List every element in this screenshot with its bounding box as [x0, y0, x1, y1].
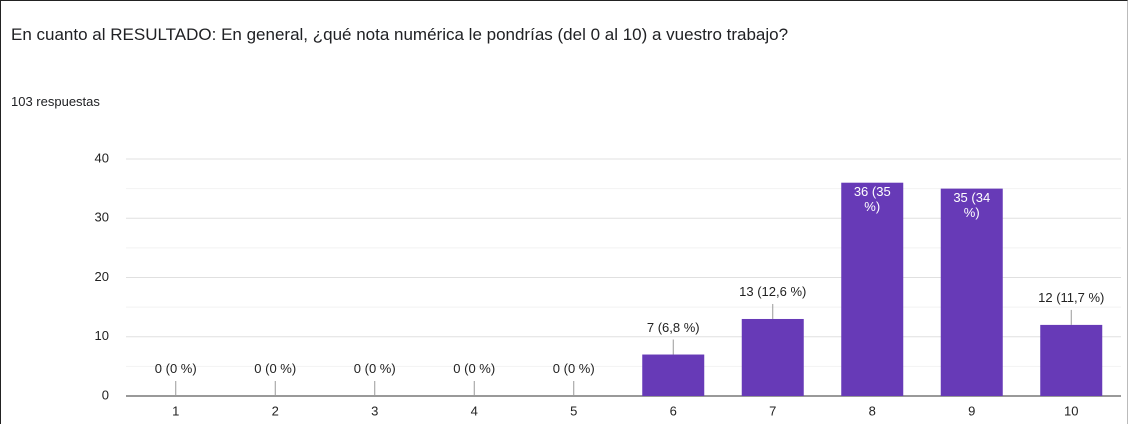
bar: [940, 188, 1003, 396]
data-label: 35 (34 %): [953, 189, 991, 220]
x-tick-label: 4: [471, 403, 478, 418]
x-tick-label: 9: [968, 403, 975, 418]
x-tick-label: 10: [1064, 403, 1078, 418]
x-tick-label: 8: [869, 403, 876, 418]
data-label: 36 (35 %): [853, 183, 891, 214]
y-tick-label: 10: [95, 328, 109, 343]
x-tick-label: 2: [272, 403, 279, 418]
x-tick-label: 7: [769, 403, 776, 418]
x-tick-label: 5: [570, 403, 577, 418]
x-tick-label: 1: [172, 403, 179, 418]
x-tick-label: 3: [371, 403, 378, 418]
bar: [1040, 324, 1103, 396]
data-label: 12 (11,7 %): [1038, 289, 1105, 305]
y-tick-label: 0: [102, 387, 109, 402]
data-label: 0 (0 %): [254, 361, 297, 376]
chart-title: En cuanto al RESULTADO: En general, ¿qué…: [11, 25, 789, 44]
y-tick-label: 40: [95, 150, 109, 165]
x-tick-label: 6: [670, 403, 677, 418]
bar: [741, 318, 804, 396]
data-label: 0 (0 %): [552, 361, 595, 376]
chart-subtitle: 103 respuestas: [11, 94, 100, 109]
data-label: 13 (12,6 %): [739, 283, 807, 299]
y-tick-label: 30: [95, 210, 109, 225]
bar: [642, 354, 705, 396]
bar: [841, 182, 904, 396]
data-label: 0 (0 %): [353, 361, 396, 376]
data-label: 7 (6,8 %): [646, 319, 700, 335]
data-label: 0 (0 %): [154, 361, 197, 376]
data-label: 0 (0 %): [453, 361, 496, 376]
y-tick-label: 20: [95, 269, 109, 284]
